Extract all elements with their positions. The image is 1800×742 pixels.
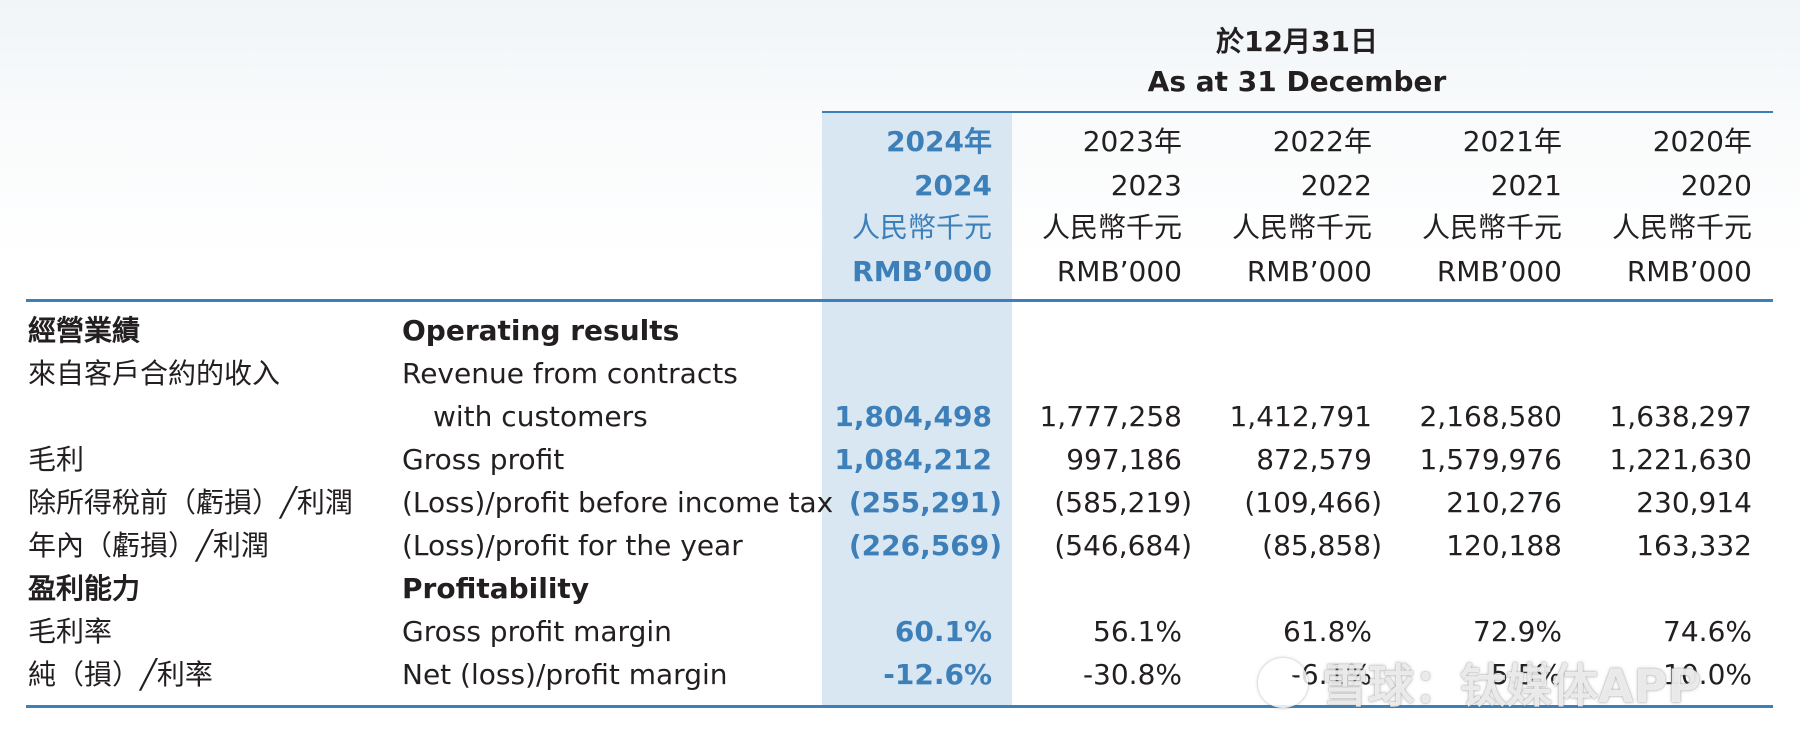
table-cell: 120,188 — [1446, 529, 1562, 562]
column-header-year-en: 2021 — [1490, 169, 1562, 202]
column-header-year-en: 2024 — [914, 169, 992, 202]
row-label-en: Net (loss)/profit margin — [402, 658, 728, 691]
row-label-zh: 純（損）╱利率 — [28, 658, 213, 691]
snowball-logo-icon — [1258, 658, 1308, 708]
table-cell: 72.9% — [1473, 615, 1562, 648]
table-cell: 230,914 — [1636, 486, 1752, 519]
column-header-unit-zh: 人民幣千元 — [1041, 211, 1182, 244]
column-header-year-zh: 2023年 — [1082, 125, 1182, 158]
table-cell: 5.5% — [1490, 658, 1562, 691]
current-year-highlight — [822, 113, 1012, 705]
column-header-year-zh: 2022年 — [1272, 125, 1372, 158]
column-header-unit-zh: 人民幣千元 — [851, 211, 992, 244]
table-cell: 1,084,212 — [834, 443, 992, 476]
section-heading-zh: 經營業績 — [28, 314, 141, 347]
table-cell: (85,858) — [1262, 529, 1382, 562]
table-cell: (226,569) — [848, 529, 1002, 562]
row-label-en: Gross profit margin — [402, 615, 672, 648]
row-label-zh: 毛利率 — [28, 615, 113, 648]
table-cell: 74.6% — [1663, 615, 1752, 648]
column-header-unit-zh: 人民幣千元 — [1231, 211, 1372, 244]
table-cell: (109,466) — [1244, 486, 1382, 519]
period-header-zh: 於12月31日 — [1216, 25, 1378, 58]
row-label-en-continued: with customers — [433, 400, 648, 433]
column-header-year-en: 2022 — [1300, 169, 1372, 202]
table-cell: 1,579,976 — [1419, 443, 1562, 476]
table-bottom-rule — [26, 705, 1773, 708]
column-header-year-zh: 2020年 — [1652, 125, 1752, 158]
column-header-unit-en: RMB’000 — [1436, 255, 1562, 288]
column-header-unit-en: RMB’000 — [852, 255, 992, 288]
table-cell: 2,168,580 — [1419, 400, 1562, 433]
column-header-unit-en: RMB’000 — [1626, 255, 1752, 288]
row-label-zh: 毛利 — [28, 443, 85, 476]
period-header-rule — [822, 111, 1773, 113]
column-header-year-zh: 2021年 — [1462, 125, 1562, 158]
table-cell: 60.1% — [894, 615, 992, 648]
table-cell: (255,291) — [848, 486, 1002, 519]
table-cell: 61.8% — [1283, 615, 1372, 648]
row-label-zh: 來自客戶合約的收入 — [28, 357, 281, 390]
row-label-en: (Loss)/profit for the year — [402, 529, 743, 562]
column-header-year-en: 2023 — [1110, 169, 1182, 202]
table-cell: 1,221,630 — [1609, 443, 1752, 476]
period-header-en: As at 31 December — [1147, 65, 1447, 98]
column-header-rule — [26, 299, 1773, 302]
table-cell: 1,412,791 — [1229, 400, 1372, 433]
table-cell: 1,638,297 — [1609, 400, 1752, 433]
table-cell: 997,186 — [1066, 443, 1182, 476]
table-cell: (546,684) — [1054, 529, 1192, 562]
watermark-text: 雪球：钛媒体APP — [1322, 659, 1702, 713]
table-cell: -30.8% — [1082, 658, 1182, 691]
section-heading-en: Profitability — [402, 572, 590, 605]
table-cell: 56.1% — [1093, 615, 1182, 648]
column-header-unit-en: RMB’000 — [1246, 255, 1372, 288]
row-label-zh: 年內（虧損）╱利潤 — [28, 529, 269, 562]
column-header-unit-zh: 人民幣千元 — [1421, 211, 1562, 244]
table-cell: 163,332 — [1636, 529, 1752, 562]
table-cell: (585,219) — [1054, 486, 1192, 519]
column-header-year-zh: 2024年 — [886, 125, 992, 158]
section-heading-en: Operating results — [402, 314, 680, 347]
table-cell: -12.6% — [883, 658, 992, 691]
column-header-unit-zh: 人民幣千元 — [1611, 211, 1752, 244]
column-header-unit-en: RMB’000 — [1056, 255, 1182, 288]
row-label-zh: 除所得稅前（虧損）╱利潤 — [28, 486, 353, 519]
row-label-en: Revenue from contracts — [402, 357, 738, 390]
watermark: 雪球：钛媒体APP — [1258, 652, 1778, 714]
column-header-year-en: 2020 — [1680, 169, 1752, 202]
table-cell: 1,804,498 — [834, 400, 992, 433]
section-heading-zh: 盈利能力 — [28, 572, 141, 605]
row-label-en: (Loss)/profit before income tax — [402, 486, 834, 519]
table-cell: 210,276 — [1446, 486, 1562, 519]
table-cell: 1,777,258 — [1039, 400, 1182, 433]
table-cell: 872,579 — [1256, 443, 1372, 476]
row-label-en: Gross profit — [402, 443, 565, 476]
table-cell: 10.0% — [1663, 658, 1752, 691]
